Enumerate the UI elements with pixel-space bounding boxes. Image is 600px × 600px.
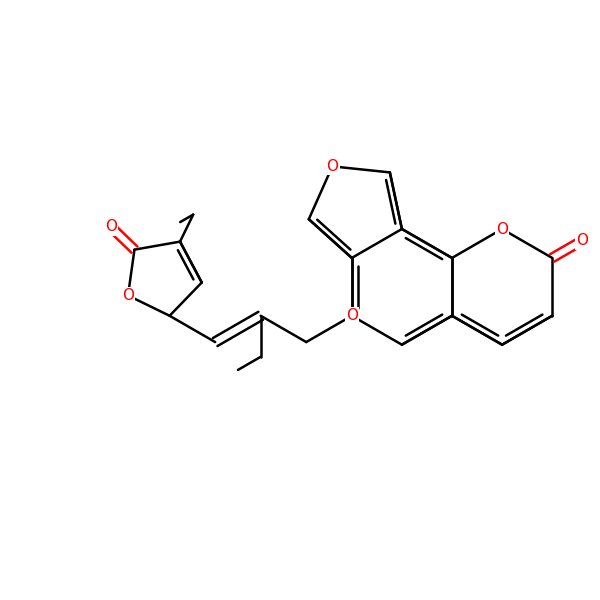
Text: O: O: [122, 288, 134, 303]
Text: O: O: [496, 221, 508, 236]
Text: O: O: [576, 233, 588, 248]
Text: O: O: [105, 220, 117, 235]
Text: O: O: [326, 159, 338, 174]
Text: O: O: [346, 308, 358, 323]
